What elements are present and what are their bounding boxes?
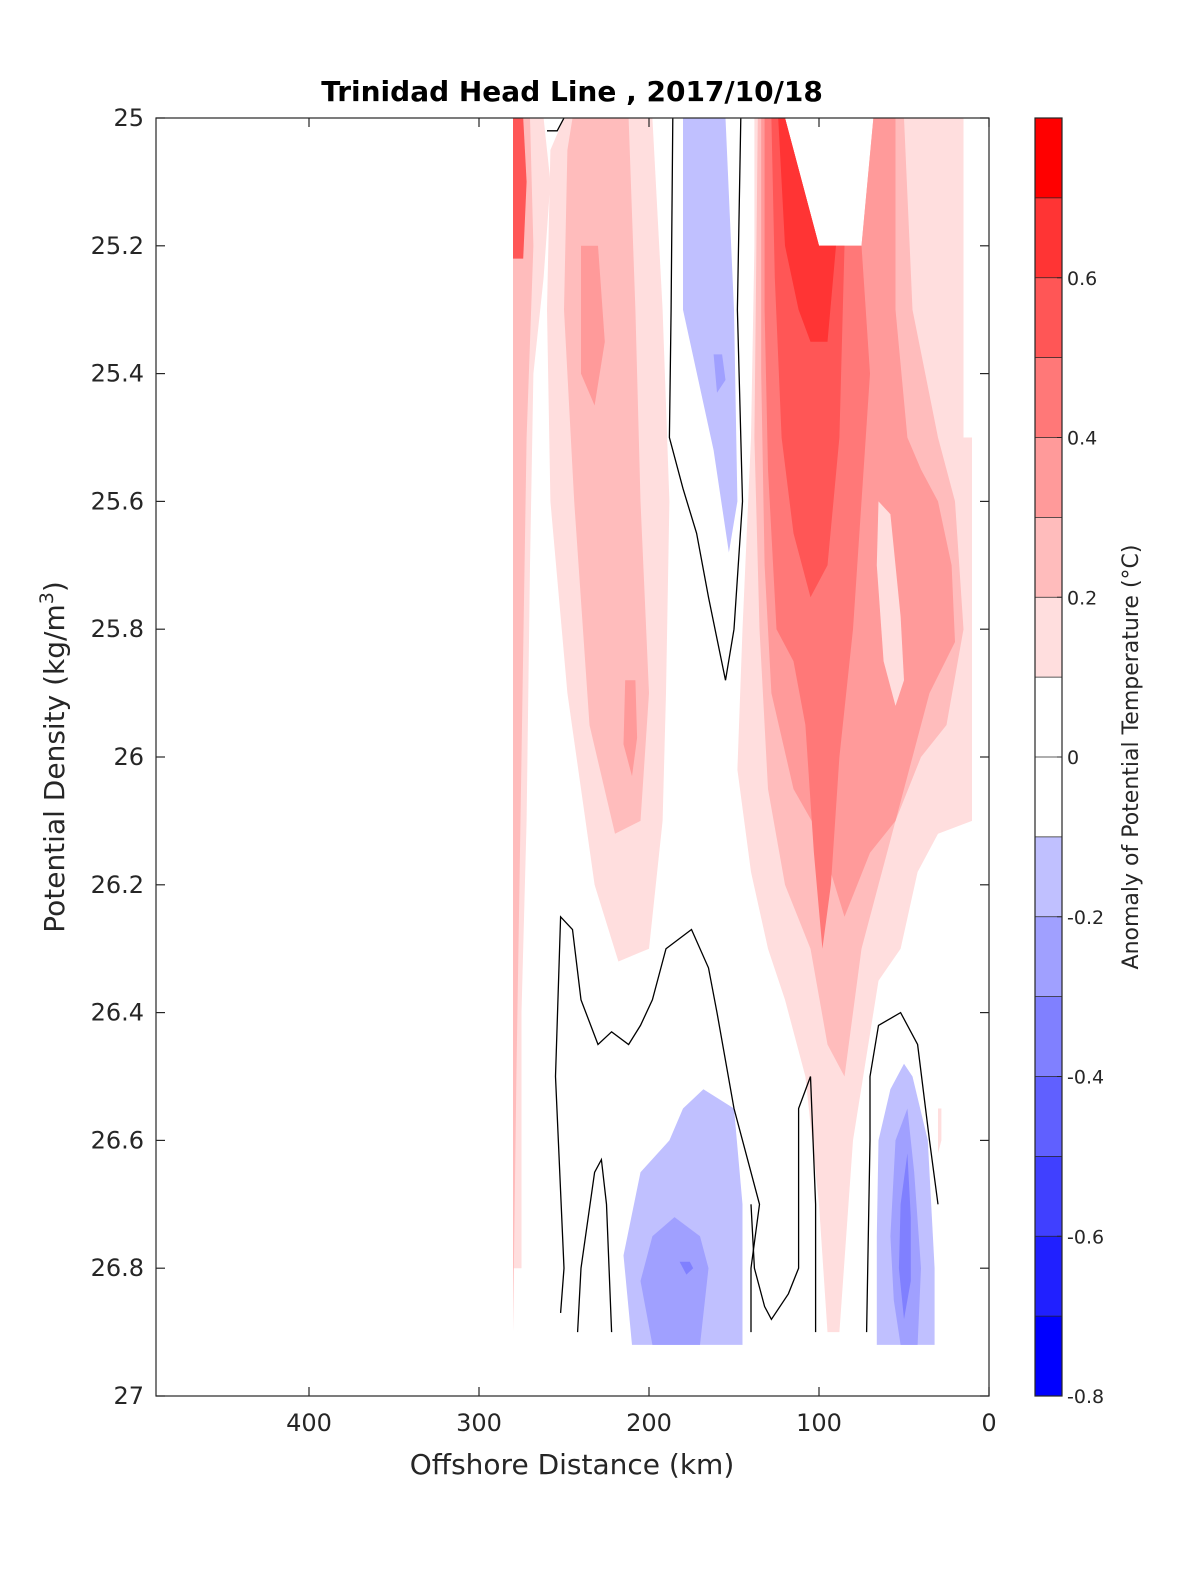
y-tick-label-7: 26.4	[91, 999, 144, 1027]
contour-line-4	[750, 1076, 817, 1333]
x-tick-label-3: 100	[796, 1409, 842, 1437]
colorbar-segment-10	[1035, 517, 1062, 598]
contour-line-3	[576, 1157, 613, 1333]
colorbar-tick-label-4: 0	[1067, 747, 1079, 769]
colorbar-segment-5	[1035, 916, 1062, 997]
colorbar-segment-0	[1035, 1316, 1062, 1396]
contour-region-15	[778, 118, 836, 342]
contour-region-1	[513, 118, 534, 1333]
contour-line-2	[554, 915, 761, 1333]
colorbar-segment-14	[1035, 197, 1062, 278]
contour-region-8	[713, 354, 726, 393]
contour-region-5	[581, 245, 605, 406]
contour-region-18	[679, 1261, 694, 1275]
contour-region-17	[640, 1217, 709, 1345]
colorbar-tick-label-5: 0.2	[1067, 587, 1097, 609]
colorbar-segment-8	[1035, 677, 1062, 757]
y-axis: 25 25.2 25.4 25.6 25.8 26 26.2 26.4 26.6 26.8 27	[91, 104, 989, 1410]
y-tick-label-1: 25.2	[91, 232, 144, 260]
y-tick-label-8: 26.6	[91, 1126, 144, 1154]
y-tick-label-6: 26.2	[91, 871, 144, 899]
colorbar-segment-15	[1035, 118, 1062, 198]
colorbar-segment-3	[1035, 1076, 1062, 1157]
contour-region-12	[876, 501, 904, 706]
colorbar-tick-label-6: 0.4	[1067, 428, 1097, 450]
colorbar-tick-label-1: -0.6	[1067, 1226, 1104, 1248]
contour-region-6	[623, 680, 638, 777]
y-tick-label-4: 25.8	[91, 615, 144, 643]
colorbar-tick-label-0: -0.8	[1067, 1386, 1104, 1408]
colorbar-segment-7	[1035, 757, 1062, 837]
y-tick-label-2: 25.4	[91, 360, 144, 388]
colorbar-tick-label-2: -0.4	[1067, 1067, 1104, 1089]
contour-region-21	[898, 1153, 911, 1320]
y-tick-label-0: 25	[113, 104, 144, 132]
contour-region-7	[683, 118, 738, 553]
x-tick-label-0: 400	[286, 1409, 332, 1437]
colorbar-segment-2	[1035, 1156, 1062, 1237]
colorbar-segment-1	[1035, 1236, 1062, 1317]
chart-title: Trinidad Head Line , 2017/10/18	[321, 75, 823, 108]
x-axis-title: Offshore Distance (km)	[410, 1448, 735, 1481]
y-tick-label-3: 25.6	[91, 487, 144, 515]
x-tick-label-1: 300	[456, 1409, 502, 1437]
colorbar-tick-label-3: -0.2	[1067, 907, 1104, 929]
colorbar-segment-13	[1035, 277, 1062, 358]
colorbar-segment-6	[1035, 836, 1062, 917]
colorbar: -0.8 -0.6 -0.4 -0.2 0 0.2 0.4 0.6	[1034, 117, 1104, 1408]
contour-line-5	[865, 1011, 939, 1333]
x-tick-label-2: 200	[626, 1409, 672, 1437]
colorbar-segment-9	[1035, 597, 1062, 678]
colorbar-segment-11	[1035, 437, 1062, 518]
colorbar-tick-label-7: 0.6	[1067, 268, 1097, 290]
contour-region-22	[938, 1108, 942, 1154]
contour-region-2	[513, 118, 527, 259]
x-axis: 400 300 200 100 0	[286, 118, 997, 1437]
y-axis-title-main: Potential Density (kg/m	[38, 604, 71, 933]
x-tick-label-4: 0	[981, 1409, 996, 1437]
y-axis-title-sup: 3	[36, 592, 58, 604]
contour-line-0	[668, 118, 744, 681]
colorbar-segment-4	[1035, 996, 1062, 1077]
colorbar-segment-12	[1035, 357, 1062, 438]
colorbar-title: Anomaly of Potential Temperature (°C)	[1119, 545, 1144, 970]
y-tick-label-9: 26.8	[91, 1254, 144, 1282]
y-tick-label-10: 27	[113, 1382, 144, 1410]
y-axis-title: Potential Density (kg/m3)	[36, 581, 71, 933]
y-tick-label-5: 26	[113, 743, 144, 771]
zero-contour-lines	[547, 118, 939, 1333]
contour-fills	[513, 118, 972, 1345]
y-axis-title-close: )	[38, 581, 71, 592]
contour-line-1	[547, 118, 565, 132]
